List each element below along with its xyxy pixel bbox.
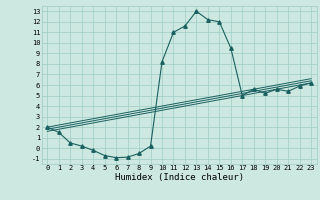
- X-axis label: Humidex (Indice chaleur): Humidex (Indice chaleur): [115, 173, 244, 182]
